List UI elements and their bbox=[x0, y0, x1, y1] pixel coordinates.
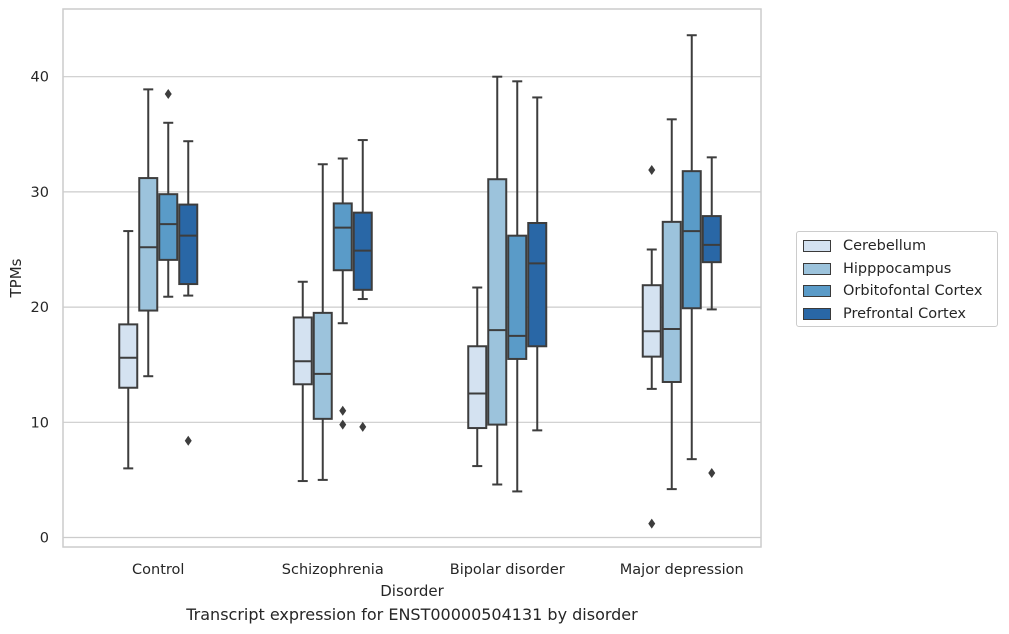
box-schizophrenia-orbitofontal-cortex-outlier-0 bbox=[339, 405, 347, 416]
legend-item-hipppocampus: Hipppocampus bbox=[803, 258, 997, 281]
box-major-depression-prefrontal-cortex bbox=[701, 156, 722, 478]
box-schizophrenia-hipppocampus bbox=[312, 163, 333, 481]
legend-label-prefrontal-cortex: Prefrontal Cortex bbox=[843, 305, 966, 322]
box-bipolar-disorder-prefrontal-cortex bbox=[527, 96, 548, 432]
legend-item-cerebellum: Cerebellum bbox=[803, 235, 997, 258]
x-tick-label-control: Control bbox=[132, 562, 184, 578]
box-schizophrenia-orbitofontal-cortex-outlier-1 bbox=[339, 419, 347, 430]
legend-label-orbitofontal-cortex: Orbitofontal Cortex bbox=[843, 283, 983, 300]
box-control-orbitofontal-cortex-iqr bbox=[158, 193, 179, 261]
y-tick-label-20: 20 bbox=[31, 300, 49, 316]
box-control-hipppocampus bbox=[138, 88, 159, 378]
box-control-prefrontal-cortex-outlier-0 bbox=[184, 435, 192, 446]
legend-swatch-hipppocampus bbox=[803, 262, 831, 275]
x-tick-label-major-depression: Major depression bbox=[620, 562, 744, 578]
plot-frame bbox=[62, 8, 762, 548]
box-bipolar-disorder-hipppocampus bbox=[487, 75, 508, 486]
box-bipolar-disorder-orbitofontal-cortex-iqr bbox=[507, 234, 528, 360]
box-bipolar-disorder-cerebellum bbox=[467, 286, 488, 468]
x-axis-title: Disorder bbox=[380, 582, 444, 600]
y-tick-label-40: 40 bbox=[31, 70, 49, 86]
box-major-depression-hipppocampus bbox=[661, 118, 682, 491]
box-control-hipppocampus-iqr bbox=[138, 177, 159, 312]
boxes-layer bbox=[118, 34, 722, 529]
box-schizophrenia-orbitofontal-cortex-iqr bbox=[332, 202, 353, 272]
y-tick-label-10: 10 bbox=[31, 415, 49, 431]
box-schizophrenia-hipppocampus-iqr bbox=[312, 311, 333, 420]
box-control-cerebellum-iqr bbox=[118, 323, 139, 389]
box-major-depression-orbitofontal-cortex-iqr bbox=[681, 170, 702, 310]
box-bipolar-disorder-hipppocampus-iqr bbox=[487, 178, 508, 426]
x-tick-label-bipolar-disorder: Bipolar disorder bbox=[450, 562, 565, 578]
legend-swatch-orbitofontal-cortex bbox=[803, 285, 831, 298]
legend-label-cerebellum: Cerebellum bbox=[843, 238, 927, 255]
legend-swatch-cerebellum bbox=[803, 240, 831, 253]
box-control-prefrontal-cortex bbox=[178, 140, 199, 446]
box-bipolar-disorder-orbitofontal-cortex bbox=[507, 80, 528, 493]
box-major-depression-orbitofontal-cortex bbox=[681, 34, 702, 461]
box-major-depression-prefrontal-cortex-iqr bbox=[701, 215, 722, 264]
box-control-orbitofontal-cortex-outlier-0 bbox=[164, 88, 172, 99]
grid-lines bbox=[63, 76, 761, 539]
box-major-depression-cerebellum-iqr bbox=[641, 284, 662, 358]
box-schizophrenia-prefrontal-cortex-outlier-0 bbox=[359, 421, 367, 432]
legend-item-orbitofontal-cortex: Orbitofontal Cortex bbox=[803, 280, 997, 303]
legend: Cerebellum Hipppocampus Orbitofontal Corte… bbox=[796, 231, 998, 327]
box-control-cerebellum bbox=[118, 230, 139, 470]
legend-label-hipppocampus: Hipppocampus bbox=[843, 260, 952, 277]
y-axis-title: TPMs bbox=[7, 258, 25, 298]
box-schizophrenia-orbitofontal-cortex bbox=[332, 157, 353, 430]
y-tick-label-0: 0 bbox=[40, 531, 49, 547]
box-schizophrenia-cerebellum-iqr bbox=[292, 316, 313, 386]
box-major-depression-hipppocampus-iqr bbox=[661, 220, 682, 383]
legend-swatch-prefrontal-cortex bbox=[803, 307, 831, 320]
box-major-depression-prefrontal-cortex-outlier-0 bbox=[708, 467, 716, 478]
box-major-depression-cerebellum bbox=[641, 165, 662, 529]
box-control-prefrontal-cortex-iqr bbox=[178, 203, 199, 286]
box-major-depression-cerebellum-outlier-0 bbox=[648, 165, 656, 176]
box-bipolar-disorder-cerebellum-iqr bbox=[467, 345, 488, 430]
legend-item-prefrontal-cortex: Prefrontal Cortex bbox=[803, 303, 997, 326]
y-tick-label-30: 30 bbox=[31, 185, 49, 201]
box-bipolar-disorder-prefrontal-cortex-iqr bbox=[527, 222, 548, 348]
box-schizophrenia-prefrontal-cortex bbox=[352, 139, 373, 432]
box-major-depression-cerebellum-outlier-1 bbox=[648, 518, 656, 529]
box-control-orbitofontal-cortex bbox=[158, 88, 179, 298]
x-tick-label-schizophrenia: Schizophrenia bbox=[282, 562, 384, 578]
tick-labels: 0 10 20 30 40 Control Schizophrenia Bipolar dis… bbox=[31, 70, 744, 578]
box-schizophrenia-cerebellum bbox=[292, 280, 313, 483]
chart-caption: Transcript expression for ENST0000050413… bbox=[186, 605, 638, 624]
